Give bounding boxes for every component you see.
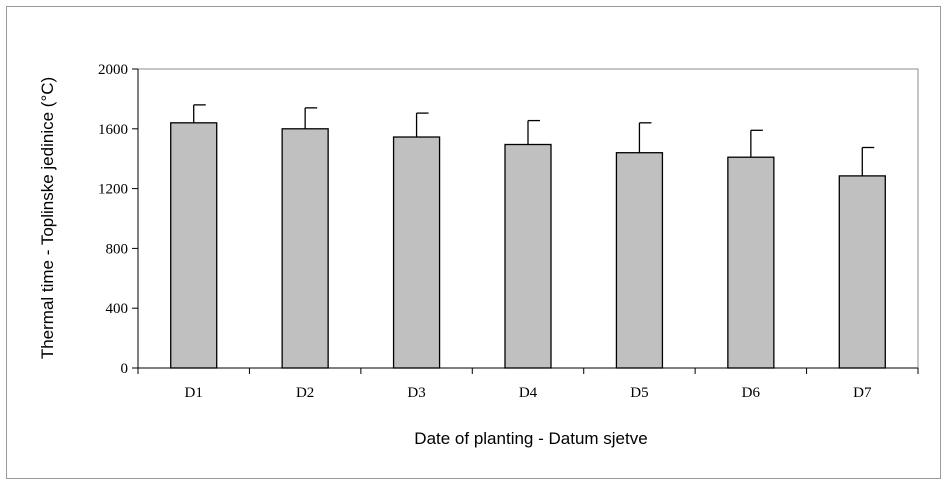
y-tick-label: 800 <box>106 241 129 257</box>
y-tick-label: 1200 <box>98 182 128 198</box>
x-axis-ticks: D1 D2 D3 D4 D5 D6 D7 <box>137 368 919 401</box>
bar-d7 <box>838 175 886 369</box>
chart-frame <box>6 6 941 479</box>
bar-d1 <box>170 122 218 369</box>
y-axis-title: Thermal time - Toplinske jedinice (°C) <box>38 77 57 359</box>
bar-d4 <box>504 143 552 369</box>
x-tick-label: D5 <box>630 385 648 401</box>
y-tick-label: 1600 <box>98 122 128 138</box>
y-tick-label: 400 <box>106 301 129 317</box>
bar-d6 <box>727 156 775 369</box>
x-tick-label: D2 <box>296 385 314 401</box>
y-axis-ticks: 0 400 800 1200 1600 2000 <box>98 62 138 377</box>
bars-group <box>170 104 886 369</box>
x-axis-title: Date of planting - Datum sjetve <box>414 429 647 448</box>
x-tick-label: D7 <box>853 385 872 401</box>
bar-d5 <box>615 152 664 369</box>
bar-d3 <box>392 136 441 369</box>
y-tick-label: 0 <box>121 361 129 377</box>
bar-d2 <box>281 128 329 369</box>
y-tick-label: 2000 <box>98 62 128 78</box>
x-tick-label: D1 <box>185 385 203 401</box>
x-tick-label: D3 <box>407 385 425 401</box>
x-tick-label: D4 <box>519 385 538 401</box>
x-tick-label: D6 <box>742 385 761 401</box>
